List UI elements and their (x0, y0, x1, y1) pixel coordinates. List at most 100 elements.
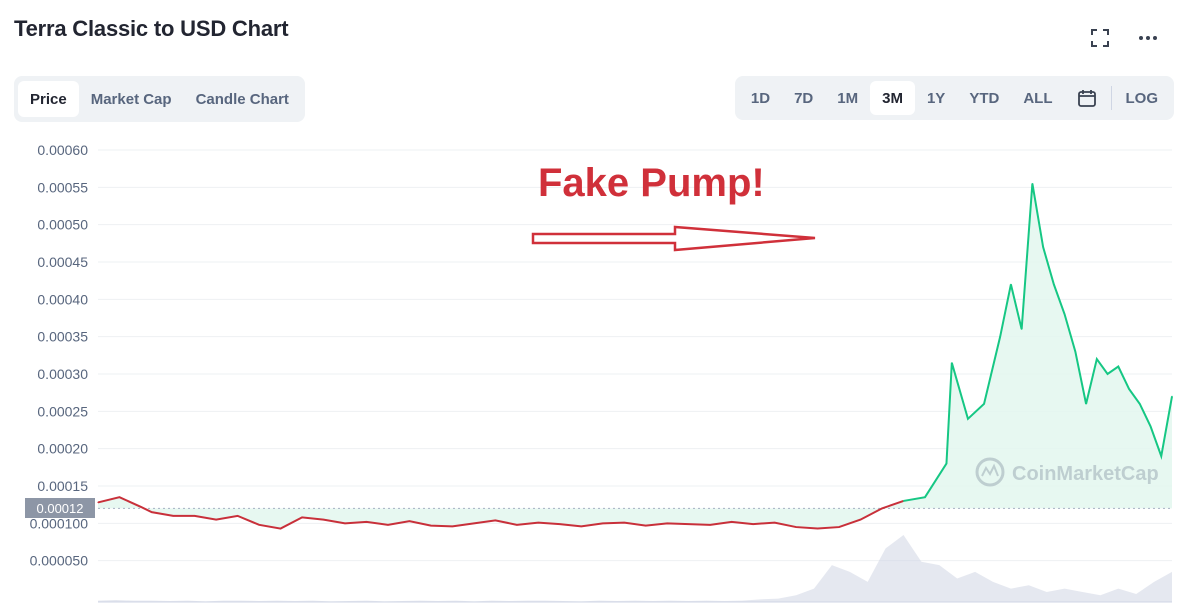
fake-pump-annotation: Fake Pump! (538, 161, 765, 205)
price-point (494, 519, 496, 521)
price-point (967, 418, 969, 420)
volume-area (98, 535, 1172, 602)
volume-area-group (98, 535, 1172, 602)
price-point (344, 522, 346, 524)
price-point (408, 520, 411, 522)
more-icon[interactable] (1135, 26, 1161, 50)
y-tick-label: 0.00040 (37, 291, 88, 307)
y-tick-label: 0.00025 (37, 403, 88, 419)
price-point (97, 501, 99, 504)
price-point (838, 526, 840, 528)
price-point (816, 527, 819, 530)
price-point (580, 525, 582, 527)
price-point (1149, 425, 1152, 427)
price-point (258, 524, 260, 526)
range-3m[interactable]: 3M (870, 81, 915, 115)
price-point (1139, 403, 1141, 405)
price-point (774, 521, 776, 524)
price-point (473, 522, 475, 524)
range-1y[interactable]: 1Y (926, 89, 946, 107)
y-axis-labels: 0.00060 0.00055 0.00050 0.00045 0.00040 0.000… (30, 142, 89, 569)
price-point (951, 362, 953, 364)
price-point (430, 524, 432, 527)
price-point (1064, 313, 1066, 315)
price-point (1160, 455, 1162, 457)
range-ytd[interactable]: YTD (969, 89, 1000, 107)
price-point (602, 522, 604, 524)
y-tick-label: 0.00020 (37, 441, 88, 457)
tab-price[interactable]: Price (18, 81, 79, 117)
price-point (709, 524, 711, 526)
price-point (945, 463, 948, 465)
price-point (1053, 283, 1055, 285)
y-tick-label: 0.00035 (37, 329, 88, 345)
price-point (859, 519, 862, 521)
price-point (999, 336, 1001, 338)
price-point (559, 523, 561, 525)
price-point (118, 496, 121, 498)
chart-toolbar-icons (1087, 26, 1161, 50)
price-point (1096, 358, 1098, 360)
price-point (387, 524, 389, 526)
price-point (1042, 246, 1044, 248)
price-point (983, 403, 985, 405)
calendar-icon[interactable] (1065, 81, 1109, 115)
price-point (451, 525, 454, 527)
price-point (795, 526, 797, 528)
price-point (1171, 395, 1173, 397)
price-point (237, 515, 239, 517)
y-tick-label: 0.00015 (37, 478, 88, 494)
price-point (731, 521, 733, 523)
price-point (140, 506, 142, 508)
range-7d[interactable]: 7D (794, 89, 814, 107)
range-divider (1110, 86, 1112, 110)
price-point (1074, 351, 1076, 353)
baseline-price-label: 0.00012 (37, 501, 84, 516)
price-point (215, 519, 217, 521)
y-tick-label: 0.00060 (37, 142, 88, 158)
range-all[interactable]: ALL (1023, 89, 1053, 107)
price-point (1031, 183, 1033, 185)
fullscreen-icon[interactable] (1087, 26, 1113, 50)
price-point (301, 516, 303, 518)
y-tick-label: 0.00030 (37, 366, 88, 382)
price-point (881, 507, 883, 509)
price-point (516, 524, 518, 526)
price-area-fill (98, 183, 1172, 529)
chart-type-tabs: Price Market Cap Candle Chart (14, 76, 305, 122)
y-tick-label: 0.00055 (37, 179, 88, 195)
baseline-price-tag: 0.00012 (25, 498, 95, 518)
price-point (666, 522, 668, 524)
log-scale-toggle[interactable]: LOG (1125, 89, 1159, 107)
tab-candle-chart[interactable]: Candle Chart (195, 90, 289, 108)
price-point (752, 523, 754, 525)
range-1d[interactable]: 1D (750, 89, 771, 107)
time-range-selector: 1D 7D 1M 3M 1Y YTD ALL LOG (734, 76, 1174, 120)
price-point (924, 496, 926, 498)
price-point (151, 511, 153, 513)
price-point (688, 523, 690, 525)
watermark-text: CoinMarketCap (1012, 463, 1159, 485)
price-point (1085, 403, 1087, 405)
y-tick-label: 0.000100 (30, 515, 89, 531)
price-point (322, 519, 325, 521)
tab-market-cap[interactable]: Market Cap (90, 90, 172, 108)
price-point (1128, 388, 1130, 390)
price-point (645, 524, 647, 527)
price-point (1010, 283, 1012, 285)
arrow-annotation (531, 225, 816, 252)
price-point (1117, 365, 1119, 368)
watermark: CoinMarketCap (975, 457, 1159, 487)
y-tick-label: 0.000050 (30, 553, 89, 569)
range-1m[interactable]: 1M (837, 89, 859, 107)
y-tick-label: 0.00045 (37, 254, 88, 270)
y-tick-label: 0.00050 (37, 217, 88, 233)
price-point (279, 527, 282, 530)
price-point (194, 515, 196, 517)
price-point (365, 521, 368, 523)
price-point (1106, 373, 1109, 375)
page-title: Terra Classic to USD Chart (14, 16, 289, 41)
price-point (623, 521, 625, 524)
price-point (902, 500, 905, 502)
